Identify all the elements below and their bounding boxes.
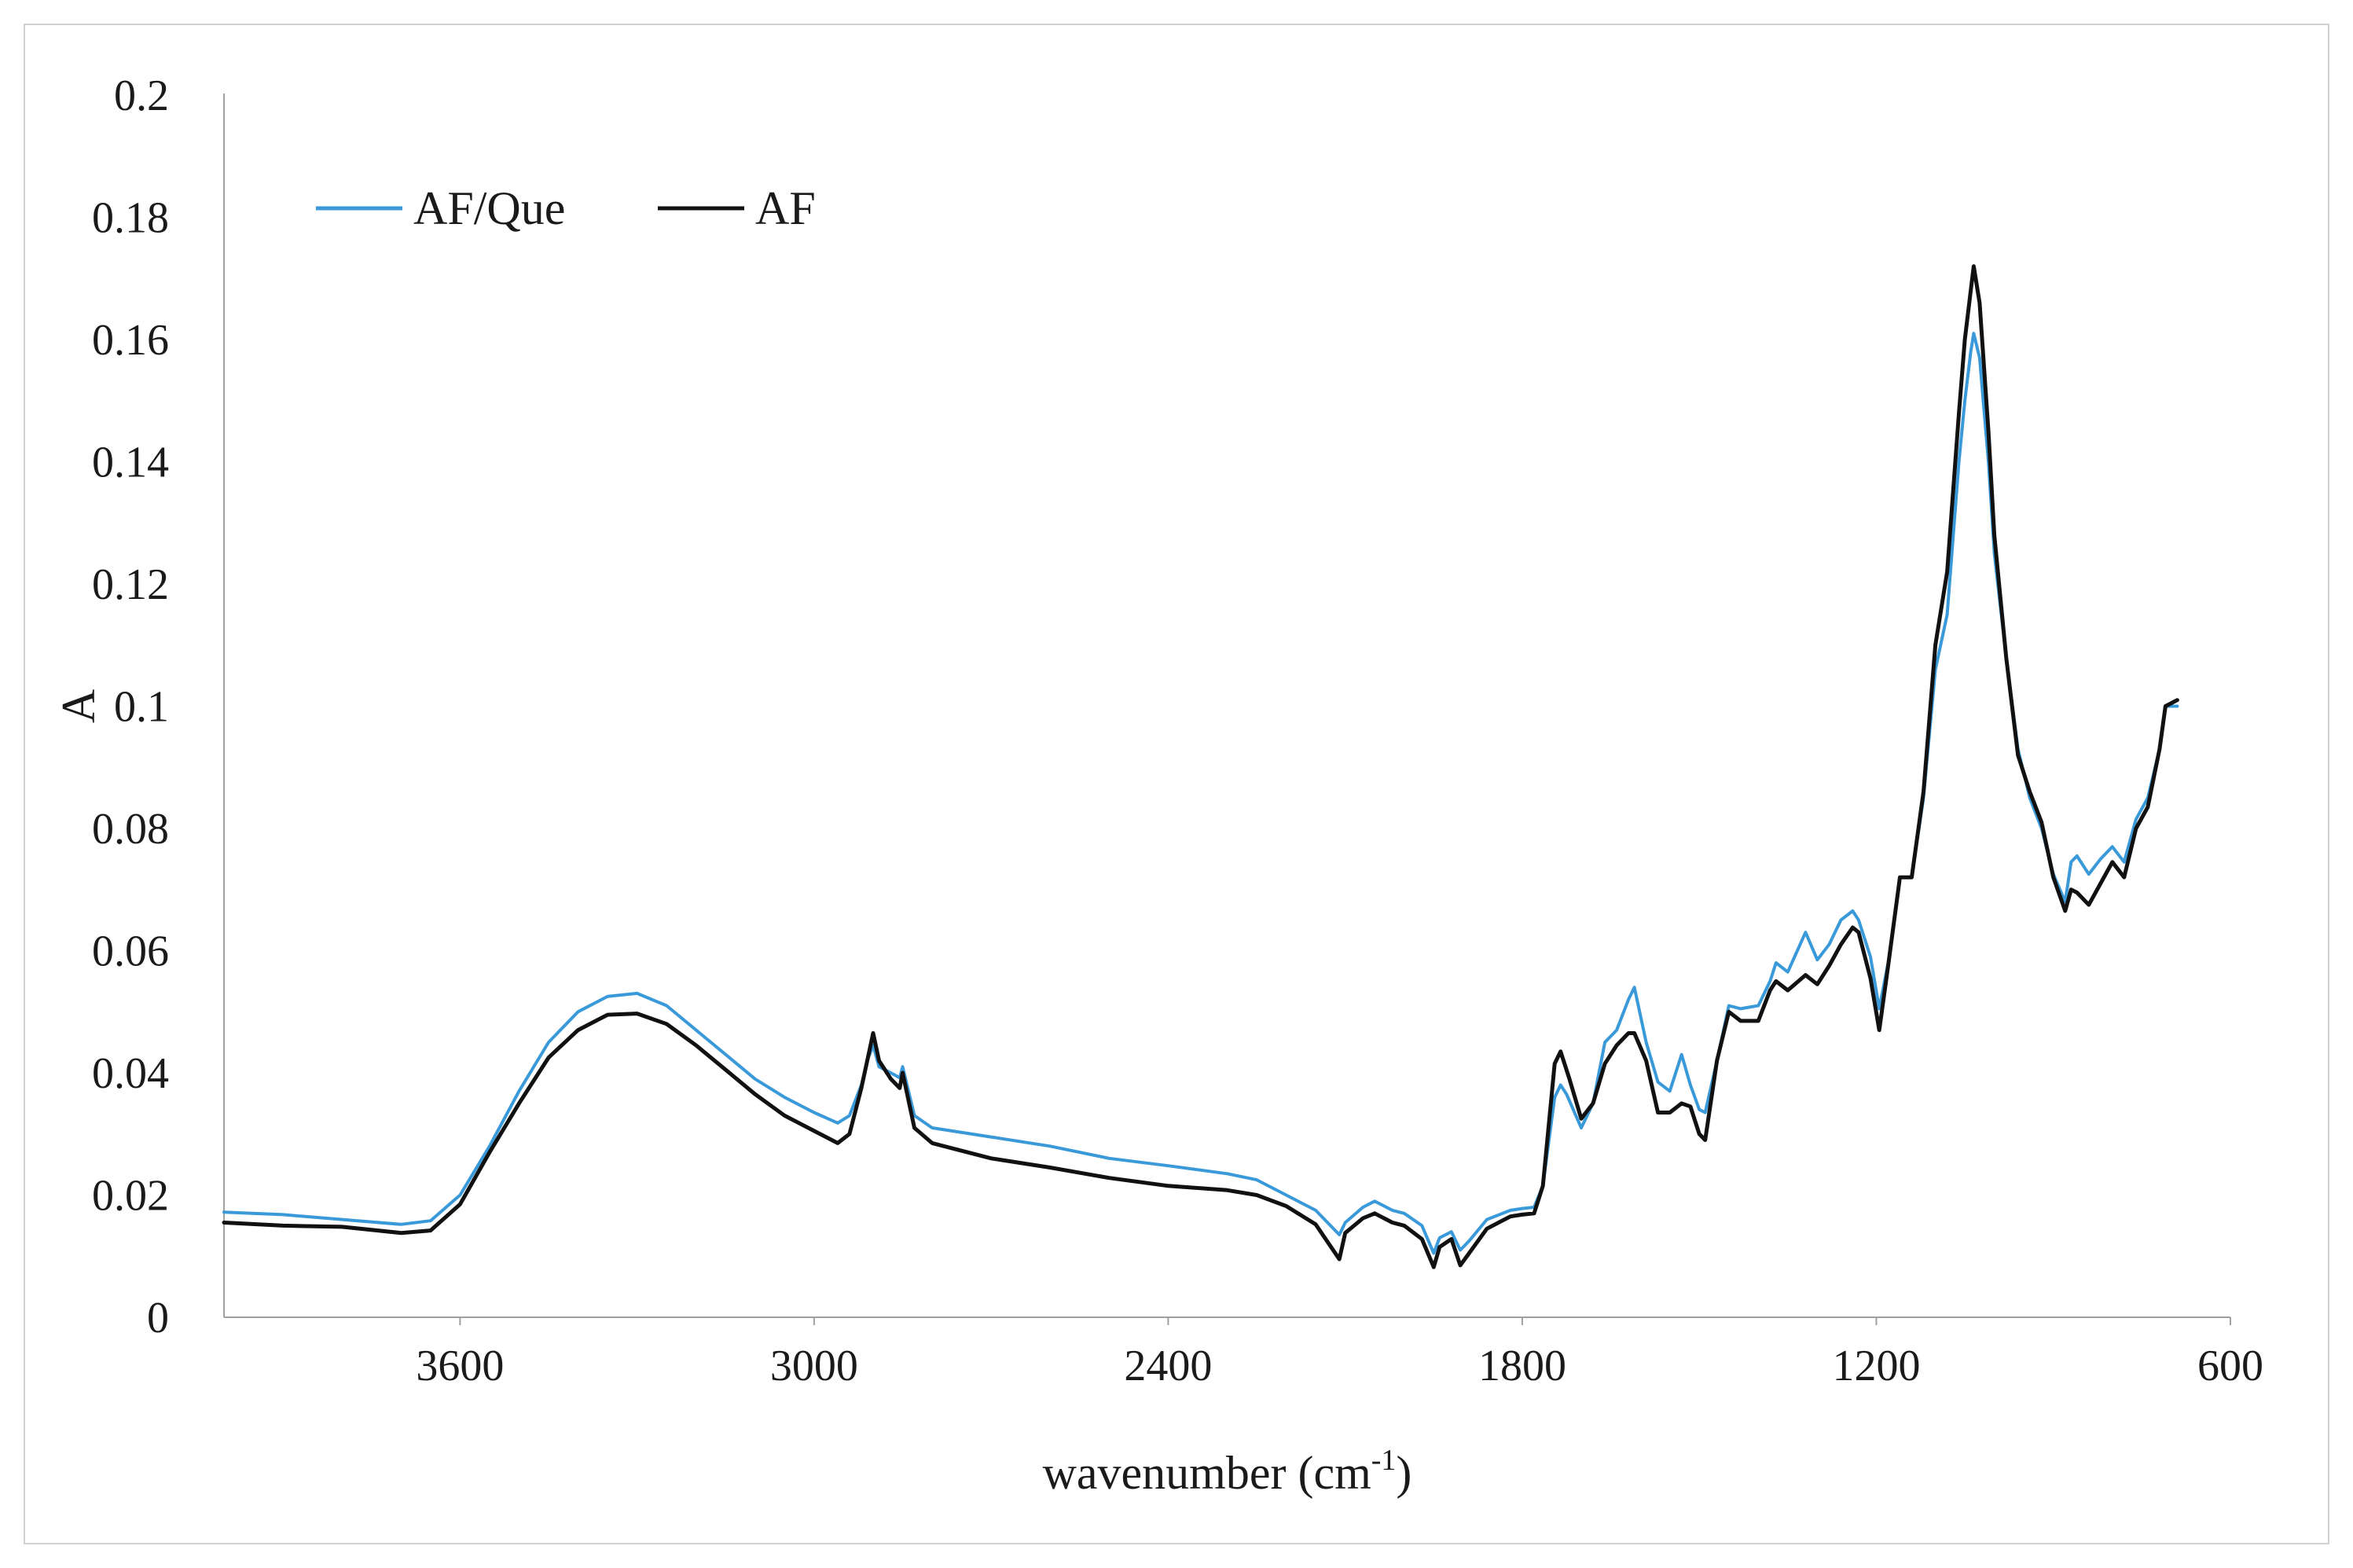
y-tick-label: 0 — [147, 1294, 169, 1342]
x-axis-title-close: ) — [1396, 1447, 1411, 1499]
y-axis-title: A — [53, 689, 105, 723]
x-tick-label: 3000 — [770, 1342, 858, 1390]
y-tick-label: 0.02 — [92, 1172, 169, 1221]
y-tick-label: 0.14 — [92, 439, 169, 487]
y-tick-label: 0.1 — [114, 683, 169, 732]
x-axis-title: wavenumber (cm-1) — [1043, 1444, 1412, 1499]
x-tick-labels: 3600 3000 2400 1800 1200 600 — [416, 1317, 2263, 1390]
x-tick-label: 2400 — [1124, 1342, 1212, 1390]
y-tick-label: 0.08 — [92, 805, 169, 854]
y-tick-label: 0.04 — [92, 1049, 169, 1098]
y-tick-label: 0.18 — [92, 194, 169, 243]
y-tick-label: 0.2 — [114, 72, 169, 120]
y-tick-label: 0.06 — [92, 927, 169, 976]
x-axis-title-main: wavenumber (cm — [1043, 1447, 1371, 1499]
x-axis-title-superscript: -1 — [1371, 1444, 1397, 1477]
chart-frame: 3600 3000 2400 1800 1200 600 0 0.02 0.04 0.06 0.0… — [24, 24, 2329, 1544]
y-tick-label: 0.12 — [92, 560, 169, 609]
y-tick-label: 0.16 — [92, 316, 169, 365]
chart-svg: 3600 3000 2400 1800 1200 600 0 0.02 0.04 0.06 0.0… — [53, 72, 2263, 1499]
series-layer — [222, 264, 2179, 1269]
series-line-af-que — [222, 332, 2179, 1255]
x-tick-label: 1800 — [1478, 1342, 1566, 1390]
x-tick-label: 600 — [2197, 1342, 2263, 1390]
legend: AF/Que AF — [316, 182, 816, 234]
series-line-af — [222, 264, 2179, 1269]
legend-label: AF — [755, 182, 816, 234]
x-tick-label: 3600 — [416, 1342, 504, 1390]
legend-label: AF/Que — [413, 182, 565, 234]
y-tick-labels: 0 0.02 0.04 0.06 0.08 0.1 0.12 0.14 0.16 0.18 0.2 — [92, 72, 169, 1342]
x-tick-label: 1200 — [1832, 1342, 1920, 1390]
axes — [223, 94, 2230, 1318]
